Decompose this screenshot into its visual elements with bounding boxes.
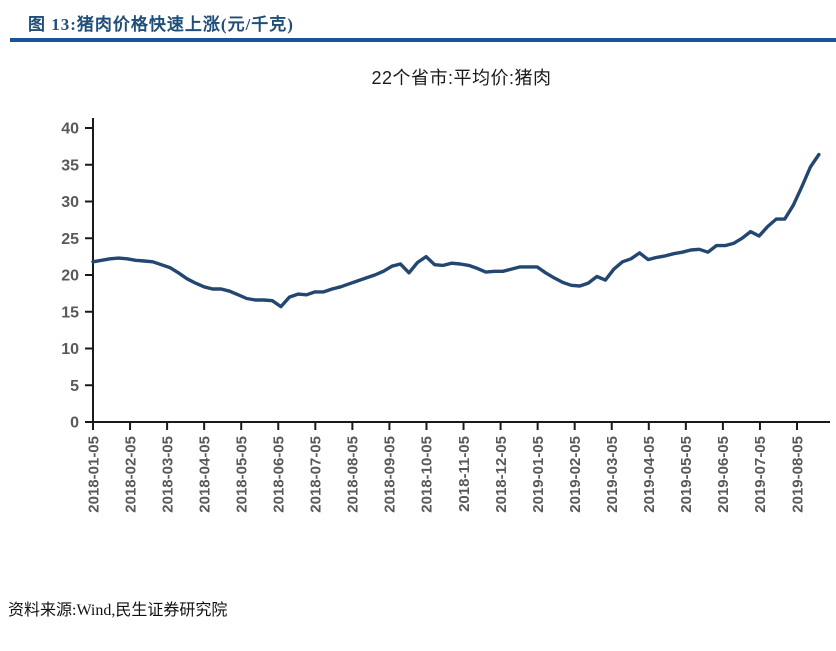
y-tick-label: 20 <box>61 268 79 285</box>
x-tick-label: 2018-10-05 <box>419 436 436 513</box>
x-tick-label: 2019-03-05 <box>604 436 621 513</box>
chart-title: 22个省市:平均价:猪肉 <box>371 68 552 88</box>
x-tick-label: 2019-07-05 <box>752 436 769 513</box>
price-line <box>91 152 821 309</box>
x-tick-label: 2018-01-05 <box>85 436 102 513</box>
y-tick-label: 0 <box>70 415 79 432</box>
x-tick-label: 2019-02-05 <box>567 436 584 513</box>
figure-source: 资料来源:Wind,民生证券研究院 <box>8 602 228 619</box>
x-tick-label: 2018-04-05 <box>196 436 213 513</box>
x-tick-label: 2019-05-05 <box>678 436 695 513</box>
figure-caption: 图 13:猪肉价格快速上涨(元/千克) <box>28 15 294 34</box>
x-tick-label: 2018-11-05 <box>456 436 473 512</box>
y-tick-label: 30 <box>61 194 79 211</box>
x-tick-label: 2019-04-05 <box>641 436 658 513</box>
x-tick-label: 2018-08-05 <box>345 436 362 513</box>
y-tick-label: 35 <box>61 157 79 174</box>
y-tick-label: 10 <box>61 341 79 358</box>
x-tick-label: 2018-07-05 <box>308 436 325 513</box>
x-tick-label: 2018-06-05 <box>271 436 288 513</box>
y-tick-label: 5 <box>70 378 79 395</box>
y-tick-label: 25 <box>61 231 79 248</box>
x-tick-label: 2018-12-05 <box>493 436 510 513</box>
y-tick-label: 15 <box>61 304 79 321</box>
x-tick-label: 2019-01-05 <box>530 436 547 513</box>
x-tick-label: 2019-08-05 <box>789 436 806 513</box>
caption-underline <box>10 38 836 42</box>
x-tick-label: 2018-05-05 <box>233 436 250 513</box>
y-tick-label: 40 <box>61 121 79 138</box>
x-tick-label: 2018-03-05 <box>159 436 176 513</box>
x-tick-label: 2019-06-05 <box>715 436 732 513</box>
x-tick-label: 2018-09-05 <box>382 436 399 513</box>
x-tick-label: 2018-02-05 <box>122 436 139 513</box>
